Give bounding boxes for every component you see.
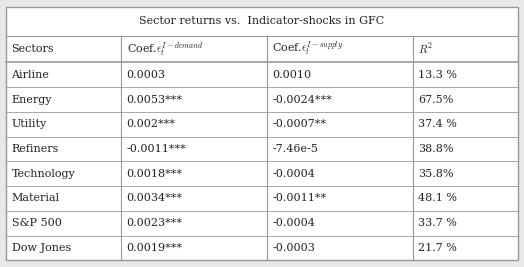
Text: Sectors: Sectors [12, 44, 54, 54]
Text: Coef.$\epsilon_t^{I-supply}$: Coef.$\epsilon_t^{I-supply}$ [272, 40, 344, 58]
Text: -0.0004: -0.0004 [272, 218, 315, 228]
Text: Technology: Technology [12, 169, 75, 179]
Text: 48.1 %: 48.1 % [418, 194, 457, 203]
Text: Material: Material [12, 194, 60, 203]
Text: 67.5%: 67.5% [418, 95, 453, 105]
Text: 35.8%: 35.8% [418, 169, 454, 179]
Text: 13.3 %: 13.3 % [418, 70, 457, 80]
Text: -0.0003: -0.0003 [272, 243, 315, 253]
Text: 0.0053***: 0.0053*** [127, 95, 182, 105]
Text: 0.002***: 0.002*** [127, 119, 176, 129]
Text: $R^2$: $R^2$ [418, 42, 433, 57]
Text: Utility: Utility [12, 119, 47, 129]
Text: Refiners: Refiners [12, 144, 59, 154]
Text: 37.4 %: 37.4 % [418, 119, 457, 129]
Text: -0.0011**: -0.0011** [272, 194, 326, 203]
Text: 0.0034***: 0.0034*** [127, 194, 182, 203]
Text: 0.0010: 0.0010 [272, 70, 311, 80]
Text: 33.7 %: 33.7 % [418, 218, 457, 228]
Text: -7.46e-5: -7.46e-5 [272, 144, 318, 154]
Text: 0.0023***: 0.0023*** [127, 218, 182, 228]
Text: 38.8%: 38.8% [418, 144, 454, 154]
Text: S&P 500: S&P 500 [12, 218, 61, 228]
Text: -0.0011***: -0.0011*** [127, 144, 187, 154]
Text: -0.0004: -0.0004 [272, 169, 315, 179]
Text: 21.7 %: 21.7 % [418, 243, 457, 253]
Text: Sector returns vs.  Indicator-shocks in GFC: Sector returns vs. Indicator-shocks in G… [139, 16, 385, 26]
Text: -0.0007**: -0.0007** [272, 119, 326, 129]
Text: Dow Jones: Dow Jones [12, 243, 71, 253]
Text: 0.0018***: 0.0018*** [127, 169, 182, 179]
Text: -0.0024***: -0.0024*** [272, 95, 332, 105]
Text: 0.0003: 0.0003 [127, 70, 166, 80]
Text: Airline: Airline [12, 70, 49, 80]
Text: Energy: Energy [12, 95, 52, 105]
Text: Coef.$\epsilon_t^{I-demand}$: Coef.$\epsilon_t^{I-demand}$ [127, 40, 203, 58]
Text: 0.0019***: 0.0019*** [127, 243, 182, 253]
